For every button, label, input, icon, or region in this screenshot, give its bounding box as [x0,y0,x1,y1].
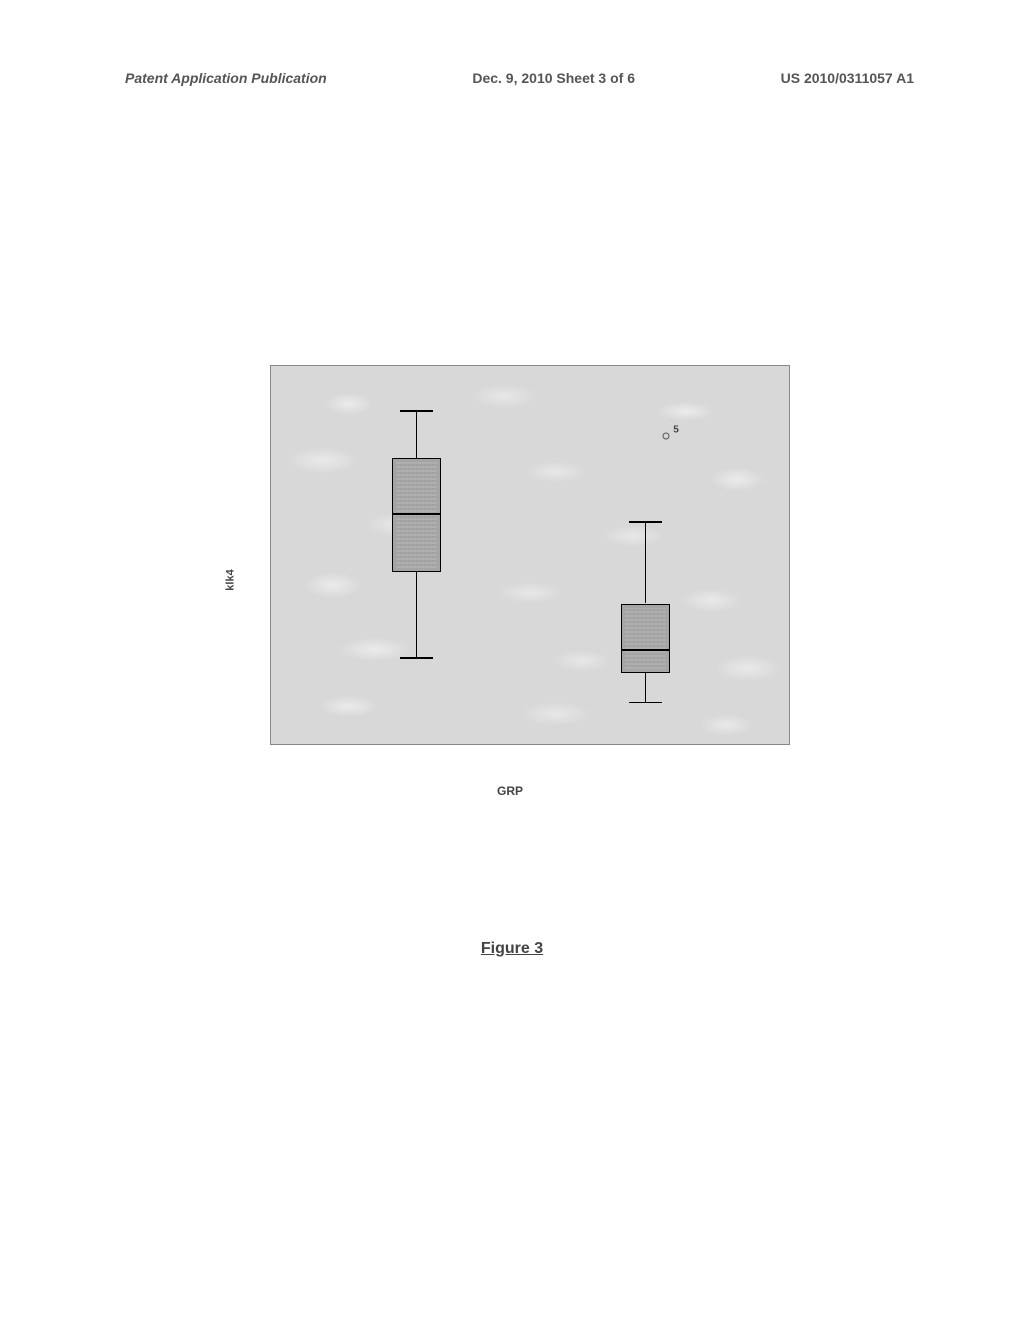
box [621,604,670,674]
header-center: Dec. 9, 2010 Sheet 3 of 6 [472,70,635,86]
whisker-upper [416,410,418,458]
median-line [622,649,669,651]
whisker-cap-upper [400,410,434,412]
y-axis-title: klk4 [225,569,237,590]
box-fill [396,462,437,568]
figure-caption: Figure 3 [481,940,543,958]
header-left: Patent Application Publication [125,70,327,86]
whisker-upper [645,521,647,603]
x-tick [417,744,418,745]
whisker-cap-upper [629,521,663,523]
plot-background-texture [271,366,789,744]
y-tick [270,461,271,462]
boxplot-chart: klk4 16.0018.0020.0022.0024.0026.00norma… [220,365,800,795]
box [392,458,441,572]
plot-area: 16.0018.0020.0022.0024.0026.00normalmali… [270,365,790,745]
whisker-lower [645,673,647,702]
whisker-cap-lower [400,657,434,659]
outlier-label: 5 [673,424,679,435]
median-line [393,513,440,515]
x-axis-title: GRP [497,784,523,798]
whisker-lower [416,572,418,658]
y-tick [270,714,271,715]
page-header: Patent Application Publication Dec. 9, 2… [0,70,1024,86]
whisker-cap-lower [629,702,663,704]
x-tick [645,744,646,745]
header-right: US 2010/0311057 A1 [781,70,914,86]
y-tick [270,524,271,525]
y-tick [270,651,271,652]
box-fill [625,608,666,670]
y-tick [270,588,271,589]
outlier-point [663,432,670,439]
y-tick [270,398,271,399]
